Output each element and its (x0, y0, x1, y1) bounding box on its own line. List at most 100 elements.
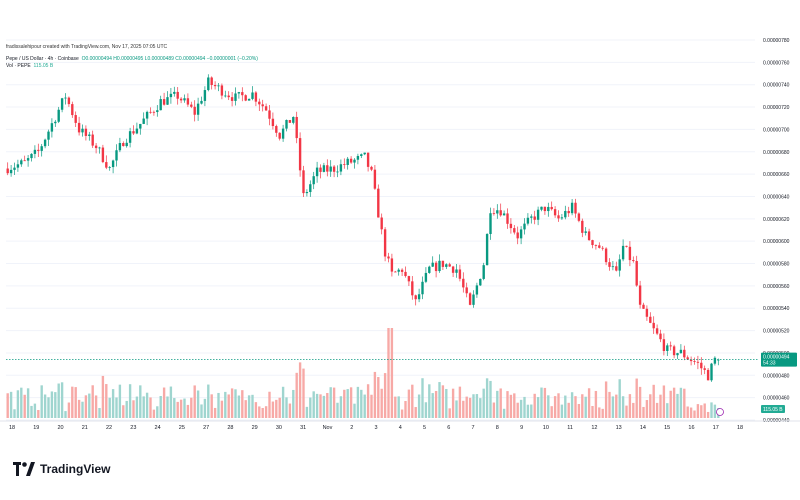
candle-body (88, 134, 91, 136)
volume-bar (40, 385, 43, 418)
volume-bar (366, 384, 370, 418)
candle-body (326, 165, 329, 172)
candle-body (108, 167, 111, 168)
volume-bar (533, 393, 536, 418)
candle-body (404, 271, 407, 277)
volume-bar (162, 387, 166, 418)
candle-body (213, 85, 217, 87)
volume-bar (26, 388, 30, 418)
volume-bar (451, 388, 455, 418)
x-tick-label: 19 (33, 425, 39, 431)
candle-body (377, 188, 380, 218)
volume-bar (247, 395, 251, 418)
candle-body (251, 92, 254, 99)
volume-bar (213, 407, 217, 418)
candle-body (689, 359, 693, 362)
volume-bar (574, 396, 577, 418)
candle-body (37, 149, 40, 151)
candle-body (343, 164, 346, 166)
y-tick-label: 0.00000480 (763, 373, 790, 379)
volume-bar (360, 389, 363, 418)
candle-body (506, 213, 509, 224)
volume-bar (669, 390, 672, 418)
candle-body (628, 246, 632, 261)
y-tick-label: 0.00000520 (763, 329, 790, 335)
candle-body (60, 98, 64, 110)
volume-bar (251, 394, 254, 418)
volume-bar (329, 387, 332, 418)
volume-label[interactable]: Vol · PEPE (6, 63, 31, 69)
candle-body (125, 142, 128, 147)
volume-bar (584, 396, 587, 418)
volume-bar (458, 386, 462, 418)
volume-bar (373, 371, 377, 418)
candle-body (67, 97, 71, 105)
candle-body (336, 171, 339, 173)
candle-body (64, 97, 67, 99)
volume-bar (492, 402, 496, 418)
candle-body (302, 170, 305, 194)
candle-body (482, 265, 485, 279)
volume-bar (312, 391, 315, 418)
candle-body (118, 143, 122, 151)
candle-body (516, 232, 519, 239)
candle-body (417, 294, 421, 300)
x-tick-label: 17 (713, 425, 719, 431)
candle-body (547, 206, 550, 212)
volume-bar (625, 405, 628, 418)
candle-body (608, 262, 611, 267)
candle-body (383, 229, 387, 257)
volume-bar (169, 386, 173, 418)
candle-body (618, 259, 621, 271)
volume-bar (686, 406, 689, 418)
volume-bar (509, 394, 513, 418)
candle-body (492, 213, 496, 215)
volume-bar (642, 406, 645, 418)
candle-body (26, 158, 30, 161)
volume-bar (472, 394, 475, 418)
candle-body (414, 295, 417, 300)
volume-bar (135, 396, 139, 418)
volume-bar (152, 409, 156, 418)
volume-bar (145, 392, 149, 418)
volume-bar (343, 389, 346, 418)
candle-body (502, 213, 506, 216)
volume-bar (649, 394, 652, 418)
volume-bar (604, 381, 608, 418)
candle-body (224, 95, 227, 97)
candle-body (632, 260, 635, 262)
candle-body (203, 90, 207, 101)
volume-bar (407, 389, 411, 418)
candle-body (264, 106, 268, 111)
candle-body (475, 285, 479, 295)
candle-body (329, 166, 332, 172)
x-tick-label: 2 (350, 425, 353, 431)
volume-bar (77, 399, 81, 418)
volume-bar (570, 392, 574, 418)
candle-body (659, 333, 662, 340)
symbol-title[interactable]: Pepe / US Dollar · 4h · Coinbase (6, 56, 79, 62)
x-tick-label: 8 (496, 425, 499, 431)
volume-bar (370, 394, 373, 418)
volume-bar (672, 387, 676, 418)
volume-bar (400, 409, 404, 418)
candle-body (285, 119, 288, 129)
candle-body (655, 328, 659, 334)
volume-bar (479, 398, 482, 418)
volume-bar (706, 411, 710, 418)
candle-body (645, 308, 649, 317)
candle-body (173, 91, 176, 94)
x-tick-label: 22 (106, 425, 112, 431)
candle-body (217, 85, 220, 87)
volume-bar (652, 384, 655, 418)
volume-bar (608, 391, 611, 418)
volume-bar (336, 402, 339, 418)
candle-body (258, 101, 261, 105)
volume-bar (621, 396, 625, 418)
candle-body (700, 362, 703, 369)
volume-bar (434, 390, 438, 418)
volume-bar (54, 392, 57, 418)
x-tick-label: 24 (155, 425, 161, 431)
tradingview-logo[interactable]: TradingView (13, 462, 110, 476)
